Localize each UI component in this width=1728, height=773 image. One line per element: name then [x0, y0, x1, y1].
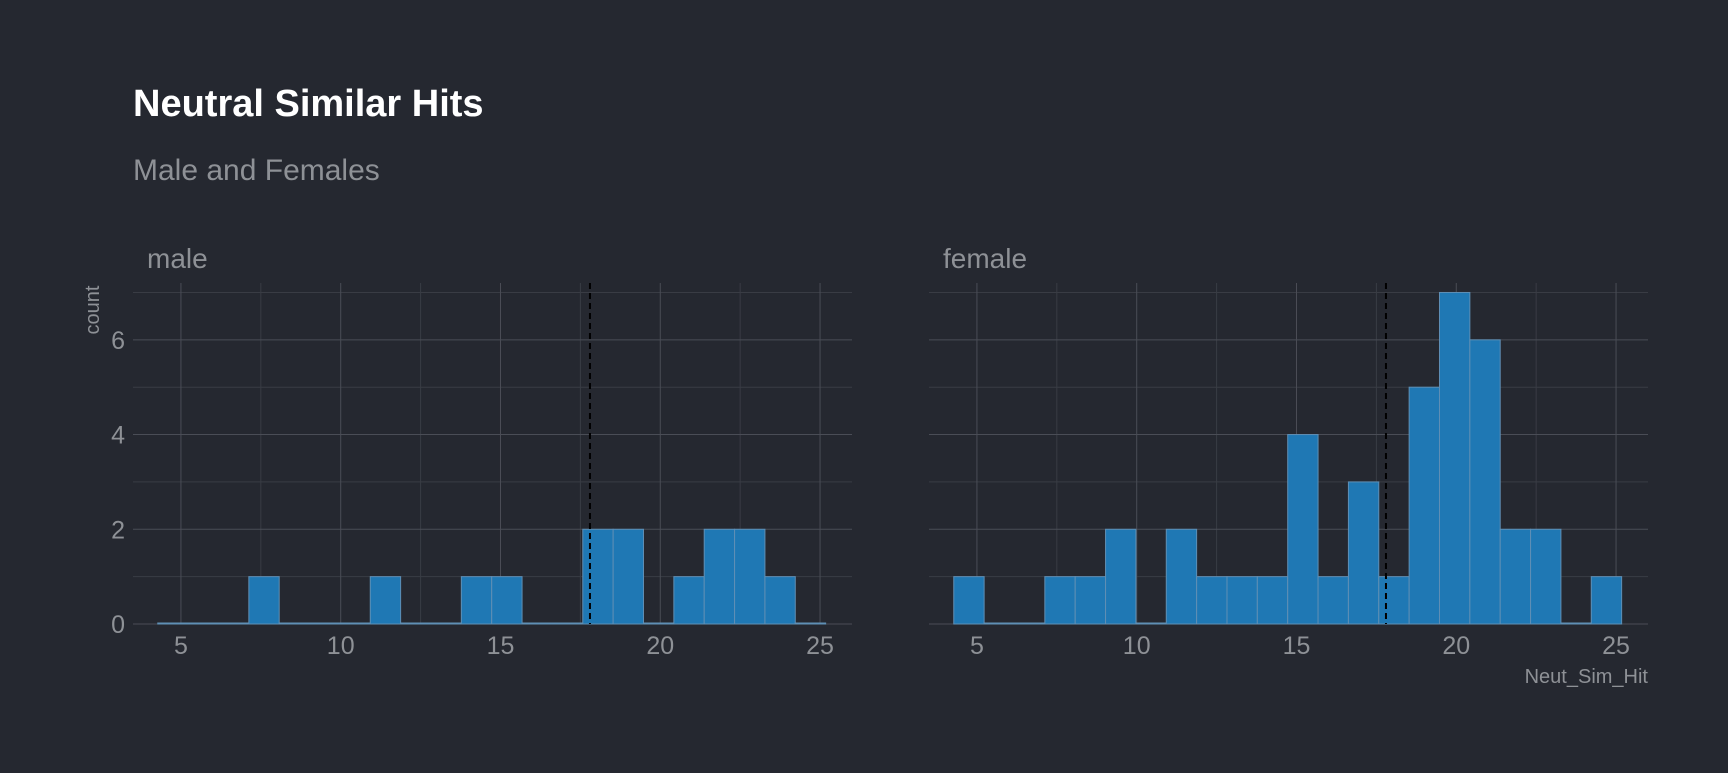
histogram-bar: [1408, 386, 1440, 625]
histogram-bar: [1438, 291, 1471, 625]
histogram-bar: [1530, 528, 1562, 625]
x-tick-label: 15: [487, 632, 515, 660]
x-tick-label: 15: [1283, 632, 1311, 660]
x-tick-label: 25: [1602, 632, 1630, 660]
panel-label: male: [147, 243, 208, 274]
histogram-bar: [491, 576, 523, 625]
histogram-bar: [953, 576, 985, 625]
histogram-bar: [1226, 576, 1258, 625]
histogram-bar: [551, 622, 584, 625]
panel-label: female: [943, 243, 1027, 274]
histogram-bar: [1135, 622, 1167, 625]
x-tick-label: 20: [1442, 632, 1470, 660]
histogram-bar: [1287, 434, 1319, 625]
histogram-bar: [1165, 528, 1198, 625]
histogram-bar: [1499, 528, 1532, 625]
x-tick-label: 20: [646, 632, 674, 660]
x-tick-label: 10: [1123, 632, 1151, 660]
histogram-bar: [157, 622, 189, 625]
histogram-bar: [1469, 339, 1501, 625]
histogram-bar: [673, 576, 705, 625]
histogram-bar: [1256, 576, 1289, 625]
histogram-bar: [642, 622, 675, 625]
histogram-bar: [187, 622, 219, 625]
histogram-bar: [612, 528, 644, 625]
histogram-bar: [430, 622, 462, 625]
x-tick-label: 5: [970, 632, 984, 660]
panel-male: male 5 10 15 20 25 0 2 4 6: [111, 243, 852, 660]
histogram-bar: [369, 576, 402, 625]
chart-subtitle: Male and Females: [133, 154, 380, 187]
histogram-bar: [1560, 622, 1592, 625]
y-tick-label: 6: [111, 327, 125, 355]
histogram-bar: [460, 576, 493, 625]
histogram-bar: [1378, 576, 1410, 625]
x-axis-title: Neut_Sim_Hit: [1525, 666, 1649, 688]
histogram-bar: [278, 622, 311, 625]
histogram-bar: [1013, 622, 1046, 625]
histogram-bar: [794, 622, 827, 625]
histogram-bar: [1590, 576, 1623, 625]
histogram-bar: [1196, 576, 1228, 625]
histogram-bar: [217, 622, 250, 625]
histogram-bar: [1347, 481, 1380, 625]
y-tick-label: 4: [111, 422, 125, 450]
histogram-bar: [339, 622, 371, 625]
x-tick-label: 25: [806, 632, 834, 660]
y-axis-title: count: [82, 285, 104, 334]
panel-female: female 5 10 15 20 25: [929, 243, 1648, 660]
x-tick-label: 5: [174, 632, 188, 660]
histogram-bar: [1317, 576, 1349, 625]
x-tick-label: 10: [327, 632, 355, 660]
histogram-bar: [309, 622, 341, 625]
histogram-bar: [764, 576, 796, 625]
histogram-bar: [582, 528, 614, 625]
y-tick-label: 0: [111, 611, 125, 639]
histogram-bar: [521, 622, 553, 625]
histogram-bar: [983, 622, 1015, 625]
histogram-bar: [1105, 528, 1137, 625]
histogram-bar: [248, 576, 280, 625]
histogram-bar: [400, 622, 432, 625]
y-tick-label: 2: [111, 516, 125, 544]
histogram-bar: [734, 528, 766, 625]
histogram-bar: [1074, 576, 1107, 625]
chart-title: Neutral Similar Hits: [133, 83, 484, 125]
histogram-bar: [703, 528, 736, 625]
histogram-bar: [1044, 576, 1076, 625]
